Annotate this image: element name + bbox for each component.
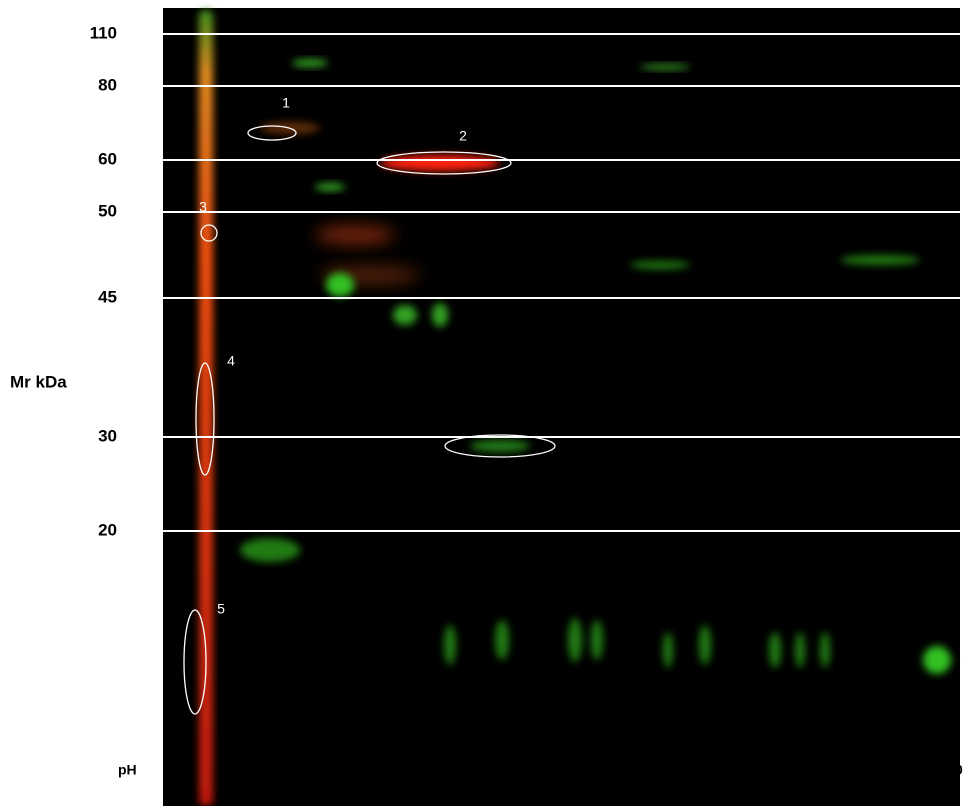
ph-label: 9.0 bbox=[943, 762, 963, 778]
ph-label: 4.0 bbox=[226, 762, 246, 778]
ph-label: 7.0 bbox=[688, 762, 708, 778]
marker-label: 110 bbox=[90, 23, 117, 42]
marker-label: 30 bbox=[98, 426, 117, 445]
spot-outlines bbox=[183, 125, 556, 715]
gel-background bbox=[163, 8, 960, 806]
ph-label: 5.0 bbox=[333, 762, 353, 778]
marker-label: 45 bbox=[98, 287, 117, 306]
ph-label: 6.0 bbox=[520, 762, 540, 778]
x-axis-title: pH bbox=[118, 762, 137, 778]
marker-label: 80 bbox=[98, 75, 117, 94]
marker-lines bbox=[163, 33, 960, 532]
marker-label: 50 bbox=[98, 201, 117, 220]
spot-label: 2 bbox=[459, 128, 467, 144]
spot-label: 5 bbox=[217, 601, 225, 617]
spot-label: 1 bbox=[282, 95, 290, 111]
ph-label: 8.0 bbox=[826, 762, 846, 778]
y-axis-title: Mr kDa bbox=[10, 372, 67, 391]
marker-label: 60 bbox=[98, 149, 117, 168]
spot-label: 3 bbox=[199, 199, 207, 215]
spot-label: 4 bbox=[227, 353, 235, 369]
marker-label: 20 bbox=[98, 520, 117, 539]
